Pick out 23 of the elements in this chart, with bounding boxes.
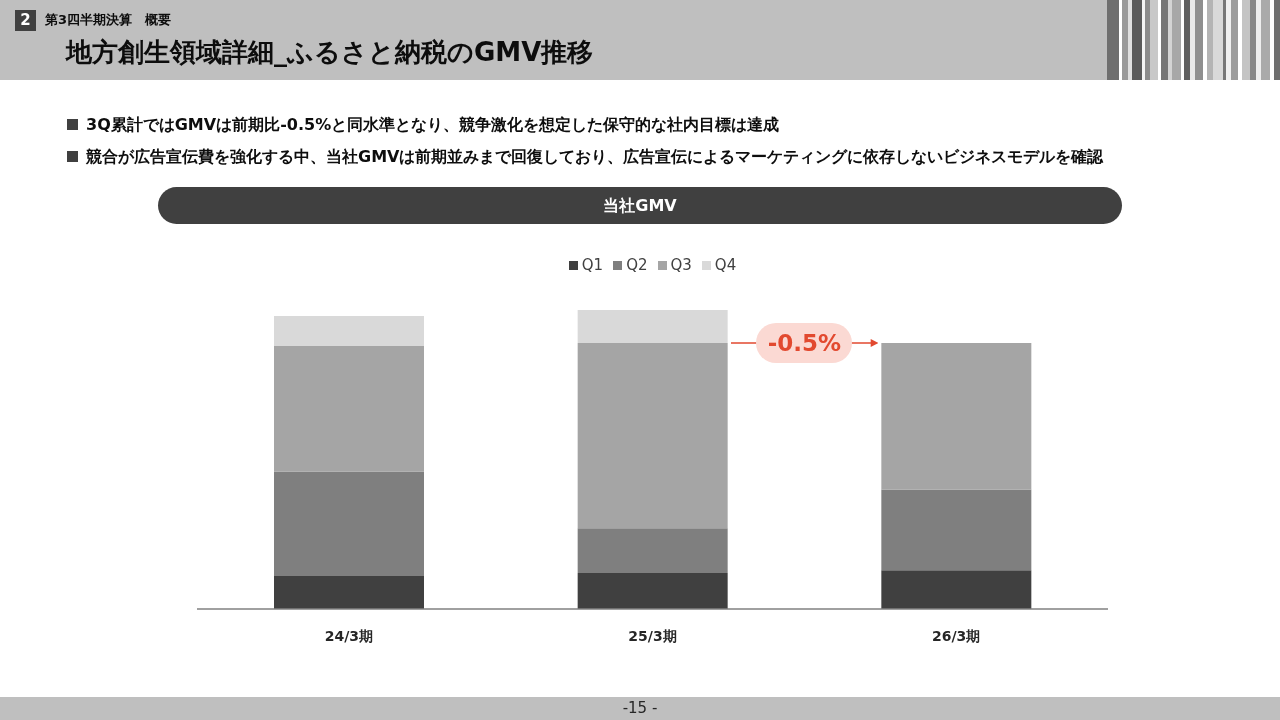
bar bbox=[577, 573, 728, 609]
bar bbox=[881, 342, 1032, 490]
bar bbox=[881, 489, 1032, 571]
bar bbox=[577, 310, 728, 343]
legend-label: Q3 bbox=[670, 255, 692, 275]
x-tick-label: 25/3期 bbox=[628, 627, 677, 644]
bar bbox=[274, 315, 424, 346]
bar bbox=[577, 342, 728, 529]
x-tick-label: 24/3期 bbox=[324, 627, 374, 644]
bar bbox=[274, 345, 424, 472]
legend-label: Q4 bbox=[714, 255, 737, 275]
bar bbox=[577, 528, 728, 574]
bar bbox=[274, 576, 424, 609]
text: -15 - bbox=[0, 697, 1280, 720]
legend-label: Q1 bbox=[581, 255, 604, 275]
bar bbox=[274, 471, 424, 577]
chart-title: 地方創生領域詳細_ふるさと納税のGMV推移 bbox=[66, 36, 594, 69]
x-tick-label: 26/3期 bbox=[931, 627, 981, 644]
text: 3Q累計ではGMVは前期比-0.5%と同水準となり、競争激化を想定した保守的な社内目標は達成 bbox=[86, 114, 780, 136]
text: 競合が広告宣伝費を強化する中、当社GMVは前期並みまで回復しており、広告宣伝によるマーケティングに依存しないビジネスモデルを確認 bbox=[86, 146, 1104, 168]
bar bbox=[881, 570, 1032, 609]
text: 第3四半期決算 概要 bbox=[45, 11, 172, 29]
legend-label: Q2 bbox=[626, 255, 648, 275]
